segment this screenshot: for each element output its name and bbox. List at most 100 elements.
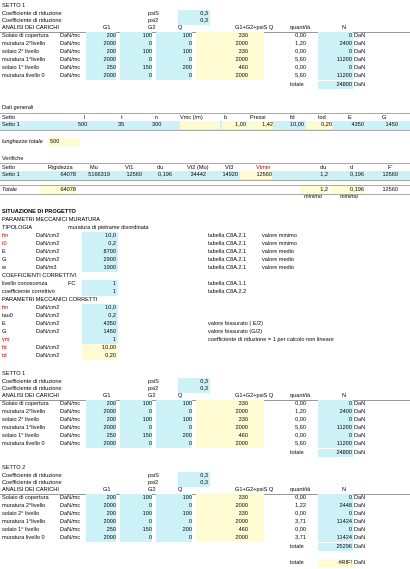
g1-cell[interactable]: 250 xyxy=(86,432,116,440)
coef-value-cell[interactable]: 0,3 xyxy=(178,479,210,487)
cell[interactable]: 1,2 xyxy=(320,172,328,178)
param-value[interactable]: 0,2 xyxy=(82,312,118,320)
n-cell[interactable]: 2400 xyxy=(318,40,353,48)
q-cell[interactable]: 100 xyxy=(156,400,192,408)
cell[interactable]: 64078 xyxy=(40,186,76,194)
n-cell[interactable]: 0 xyxy=(318,416,353,424)
g1-cell[interactable]: 200 xyxy=(86,32,116,40)
g1-cell[interactable]: 200 xyxy=(86,494,116,502)
g1-cell[interactable]: 2000 xyxy=(86,408,116,416)
cell[interactable]: 1,2 xyxy=(300,186,328,194)
g1-cell[interactable]: 2000 xyxy=(86,518,116,526)
cell[interactable]: 34442 xyxy=(190,172,206,178)
g2-cell[interactable]: 0 xyxy=(120,424,152,432)
n-cell[interactable]: 11200 xyxy=(318,56,353,64)
g2-cell[interactable]: 100 xyxy=(120,48,152,56)
sum-cell[interactable]: 2000 xyxy=(196,40,264,48)
sum-cell[interactable]: 2000 xyxy=(196,424,264,432)
total-value[interactable]: 25296 xyxy=(318,543,353,551)
g2-cell[interactable]: 150 xyxy=(120,64,152,72)
cell[interactable]: 1450 xyxy=(385,122,398,128)
sum-cell[interactable]: 460 xyxy=(196,432,264,440)
lunghezza-value[interactable]: 500 xyxy=(48,138,80,146)
cell[interactable]: 0,196 xyxy=(350,172,364,178)
n-cell[interactable]: 11424 xyxy=(318,518,353,526)
param-value[interactable]: 10,0 xyxy=(82,232,118,240)
q-cell[interactable]: 0 xyxy=(156,502,192,510)
cell[interactable]: 12560 xyxy=(382,187,398,193)
n-cell[interactable]: 0 xyxy=(318,494,353,502)
cell[interactable]: 35 xyxy=(118,122,125,128)
cell[interactable]: 300 xyxy=(152,122,162,128)
param-value[interactable]: 2900 xyxy=(82,256,118,264)
quantity-cell[interactable]: 0,00 xyxy=(295,33,306,39)
cell[interactable]: 12560 xyxy=(240,171,272,179)
q-cell[interactable]: 100 xyxy=(156,48,192,56)
g1-cell[interactable]: 200 xyxy=(86,510,116,518)
param-value[interactable]: 1 xyxy=(82,336,118,344)
coef-value-cell[interactable]: 0,3 xyxy=(178,17,210,25)
coef-value-cell[interactable]: 0,3 xyxy=(178,378,210,386)
total-value[interactable]: 24800 xyxy=(318,81,353,89)
sum-cell[interactable]: 2000 xyxy=(196,408,264,416)
quantity-cell[interactable]: 0,00 xyxy=(295,401,306,407)
quantity-cell[interactable]: 0,00 xyxy=(295,49,306,55)
quantity-cell[interactable]: 5,60 xyxy=(295,57,306,63)
cell[interactable]: 10,00 xyxy=(290,122,304,128)
cell[interactable]: 0,20 xyxy=(306,121,332,129)
g1-cell[interactable]: 250 xyxy=(86,526,116,534)
quantity-cell[interactable]: 3,71 xyxy=(295,535,306,541)
q-cell[interactable]: 200 xyxy=(156,432,192,440)
coef-value[interactable]: 1 xyxy=(82,280,118,288)
coef-value[interactable]: 1 xyxy=(82,288,118,296)
g1-cell[interactable]: 2000 xyxy=(86,534,116,542)
g2-cell[interactable]: 0 xyxy=(120,72,152,80)
q-cell[interactable]: 100 xyxy=(156,32,192,40)
quantity-cell[interactable]: 5,60 xyxy=(295,441,306,447)
param-value[interactable]: 1900 xyxy=(82,264,118,272)
n-cell[interactable]: 0 xyxy=(318,510,353,518)
q-cell[interactable]: 0 xyxy=(156,56,192,64)
g2-cell[interactable]: 0 xyxy=(120,408,152,416)
n-cell[interactable]: 2448 xyxy=(318,502,353,510)
quantity-cell[interactable]: 5,60 xyxy=(295,73,306,79)
quantity-cell[interactable]: 0,00 xyxy=(295,417,306,423)
sum-cell[interactable]: 2000 xyxy=(196,440,264,448)
g2-cell[interactable]: 100 xyxy=(120,32,152,40)
coef-value-cell[interactable]: 0,3 xyxy=(178,10,210,18)
g1-cell[interactable]: 200 xyxy=(86,416,116,424)
quantity-cell[interactable]: 5,60 xyxy=(295,425,306,431)
param-value[interactable]: 0,2 xyxy=(82,240,118,248)
n-cell[interactable]: 0 xyxy=(318,32,353,40)
n-cell[interactable]: 0 xyxy=(318,400,353,408)
g2-cell[interactable]: 150 xyxy=(120,526,152,534)
q-cell[interactable]: 200 xyxy=(156,526,192,534)
coef-value-cell[interactable]: 0,3 xyxy=(178,472,210,480)
coef-value-cell[interactable]: 0,3 xyxy=(178,385,210,393)
g1-cell[interactable]: 200 xyxy=(86,48,116,56)
n-cell[interactable]: 0 xyxy=(318,48,353,56)
g2-cell[interactable]: 100 xyxy=(120,510,152,518)
sum-cell[interactable]: 330 xyxy=(196,494,264,502)
param-value[interactable]: 0,20 xyxy=(82,352,118,360)
cell[interactable]: Setto 1 xyxy=(2,122,20,128)
sum-cell[interactable]: 460 xyxy=(196,64,264,72)
cell[interactable]: 64078 xyxy=(60,172,76,178)
sum-cell[interactable]: 460 xyxy=(196,526,264,534)
param-value[interactable]: 8700 xyxy=(82,248,118,256)
q-cell[interactable]: 200 xyxy=(156,64,192,72)
quantity-cell[interactable]: 0,00 xyxy=(295,65,306,71)
q-cell[interactable]: 0 xyxy=(156,424,192,432)
q-cell[interactable]: 0 xyxy=(156,72,192,80)
cell[interactable]: 5166319 xyxy=(88,172,110,178)
cell[interactable]: 0,196 xyxy=(332,186,364,194)
g1-cell[interactable]: 2000 xyxy=(86,424,116,432)
n-cell[interactable]: 11200 xyxy=(318,440,353,448)
sum-cell[interactable]: 330 xyxy=(196,400,264,408)
quantity-cell[interactable]: 0,00 xyxy=(295,527,306,533)
n-cell[interactable]: 11424 xyxy=(318,534,353,542)
cell[interactable]: 4350 xyxy=(351,122,364,128)
total-value[interactable]: 24800 xyxy=(318,449,353,457)
quantity-cell[interactable]: 0,00 xyxy=(295,433,306,439)
g2-cell[interactable]: 0 xyxy=(120,534,152,542)
